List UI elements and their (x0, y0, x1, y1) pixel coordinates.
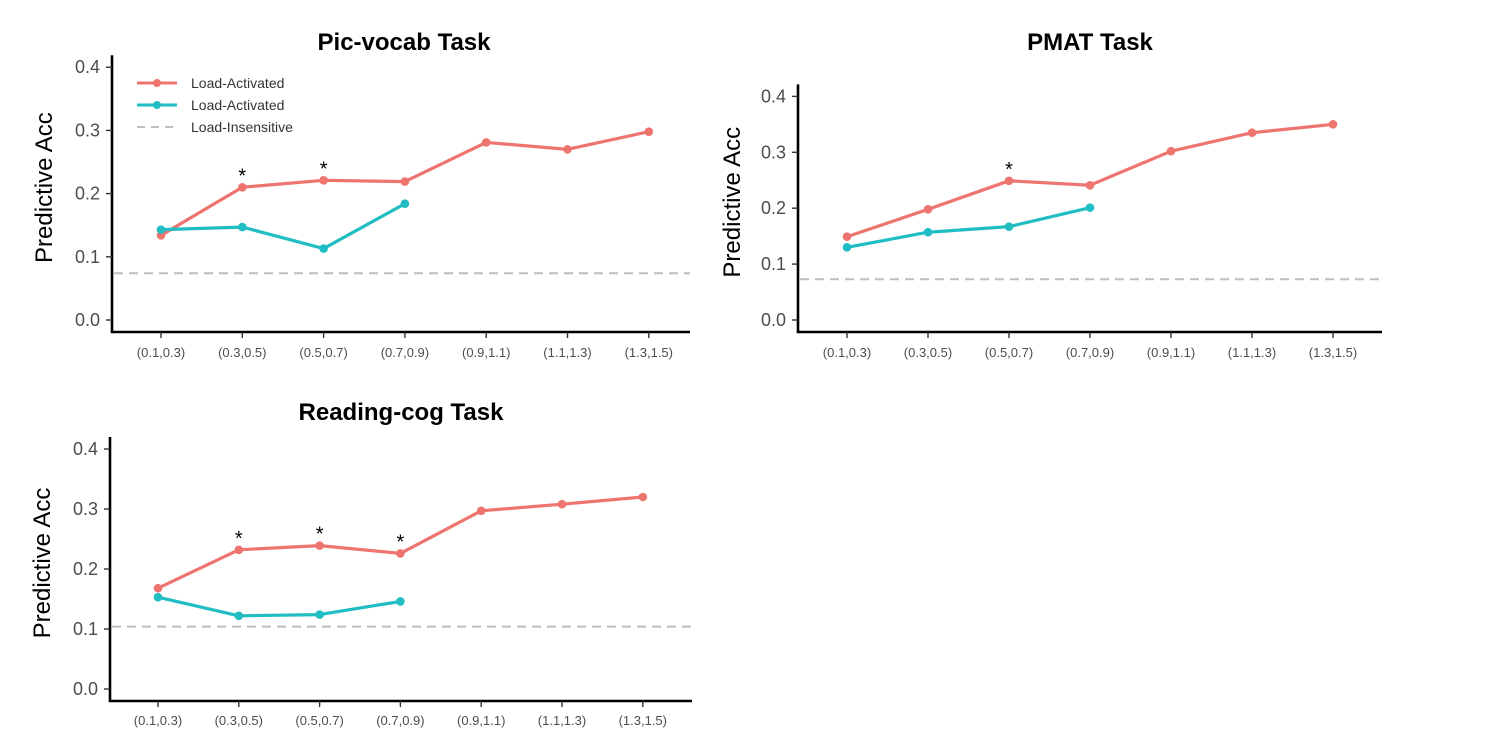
chart-panel-2: PMAT Task Predictive Acc 0.0 0.1 0.2 0.3 0.4 (0… (719, 29, 1382, 360)
x-tick-label: (1.3,1.5) (1309, 345, 1357, 360)
x-tick-label: (0.7,0.9) (381, 345, 429, 360)
data-point (153, 583, 163, 593)
legend-label: Load-Insensitive (191, 119, 293, 135)
significance-star: * (397, 531, 405, 553)
x-tick-label: (1.3,1.5) (625, 345, 673, 360)
y-tick-label: 0.0 (761, 310, 786, 330)
data-point (156, 225, 166, 234)
y-tick-label: 0.4 (75, 57, 100, 77)
data-point (644, 127, 654, 136)
data-point (400, 199, 410, 209)
data-point (1247, 128, 1257, 138)
y-tick-label: 0.3 (75, 120, 100, 140)
data-point (923, 227, 933, 237)
data-point (1085, 203, 1095, 212)
series-line-1 (846, 122, 1334, 239)
x-tick-label: (1.1,1.3) (543, 345, 591, 360)
chart-title: Pic-vocab Task (318, 29, 492, 56)
data-point (319, 176, 328, 185)
data-point (476, 506, 486, 516)
y-tick-label: 0.3 (73, 499, 98, 519)
x-tick-label: (0.1,0.3) (134, 713, 182, 728)
x-tick-label: (0.5,0.7) (295, 713, 343, 728)
data-point (557, 499, 567, 509)
y-tick-label: 0.2 (75, 184, 100, 204)
data-point (319, 244, 328, 253)
legend-key-point (153, 79, 161, 87)
y-tick-label: 0.0 (75, 310, 100, 330)
y-tick-label: 0.4 (73, 439, 98, 459)
x-tick-label: (0.3,0.5) (218, 345, 266, 360)
chart-panel-1: Pic-vocab Task Predictive Acc 0.0 0.1 0.2 0.3… (31, 29, 690, 360)
legend-label: Load-Activated (191, 75, 284, 91)
data-point (396, 597, 405, 606)
data-point (234, 611, 244, 621)
significance-star: * (1005, 159, 1013, 181)
data-point (238, 222, 247, 232)
significance-star: * (238, 165, 246, 187)
data-point (842, 232, 852, 242)
legend: Load-Activated Load-Activated Load-Insensi… (137, 75, 293, 135)
data-point (923, 205, 933, 214)
y-axis-label: Predictive Acc (31, 112, 58, 263)
data-point (1328, 120, 1338, 129)
data-point (315, 610, 324, 619)
data-point (1085, 180, 1095, 190)
y-tick-label: 0.2 (761, 198, 786, 218)
legend-label: Load-Activated (191, 97, 284, 113)
chart-title: Reading-cog Task (299, 399, 505, 426)
data-point (315, 541, 324, 550)
y-tick-label: 0.1 (761, 254, 786, 274)
series-line-2 (160, 202, 406, 251)
series-line-2 (157, 595, 401, 618)
significance-star: * (235, 528, 243, 550)
data-point (1004, 222, 1014, 231)
x-tick-label: (1.3,1.5) (619, 713, 667, 728)
x-tick-label: (0.7,0.9) (1066, 345, 1114, 360)
chart-panel-3: Reading-cog Task Predictive Acc 0.0 0.1 0.2 0… (29, 399, 692, 728)
x-tick-label: (0.9,1.1) (1147, 345, 1195, 360)
data-point (153, 592, 163, 602)
x-tick-label: (0.5,0.7) (985, 345, 1033, 360)
chart-title: PMAT Task (1027, 29, 1153, 56)
x-tick-label: (0.9,1.1) (457, 713, 505, 728)
x-tick-label: (0.1,0.3) (823, 345, 871, 360)
y-axis-label: Predictive Acc (719, 127, 746, 278)
data-point (234, 545, 244, 555)
data-point (396, 549, 405, 558)
y-tick-label: 0.1 (75, 247, 100, 267)
y-tick-label: 0.3 (761, 142, 786, 162)
data-point (1166, 146, 1176, 156)
significance-star: * (320, 158, 328, 180)
y-tick-label: 0.2 (73, 559, 98, 579)
data-point (563, 145, 572, 154)
x-tick-label: (0.3,0.5) (904, 345, 952, 360)
data-point (842, 243, 852, 252)
data-point (400, 177, 410, 186)
x-tick-label: (1.1,1.3) (1228, 345, 1276, 360)
y-tick-label: 0.1 (73, 619, 98, 639)
data-point (481, 138, 491, 147)
x-tick-label: (0.9,1.1) (462, 345, 510, 360)
y-tick-label: 0.4 (761, 86, 786, 106)
x-tick-label: (0.5,0.7) (299, 345, 347, 360)
x-tick-label: (0.7,0.9) (376, 713, 424, 728)
y-tick-label: 0.0 (73, 679, 98, 699)
series-line-2 (846, 206, 1091, 249)
significance-star: * (316, 524, 324, 546)
data-point (238, 182, 247, 192)
data-point (638, 492, 648, 502)
x-tick-label: (0.1,0.3) (137, 345, 185, 360)
x-tick-label: (1.1,1.3) (538, 713, 586, 728)
legend-key-point (153, 101, 161, 109)
data-point (1004, 176, 1014, 186)
y-axis-label: Predictive Acc (29, 488, 56, 639)
x-tick-label: (0.3,0.5) (215, 713, 263, 728)
